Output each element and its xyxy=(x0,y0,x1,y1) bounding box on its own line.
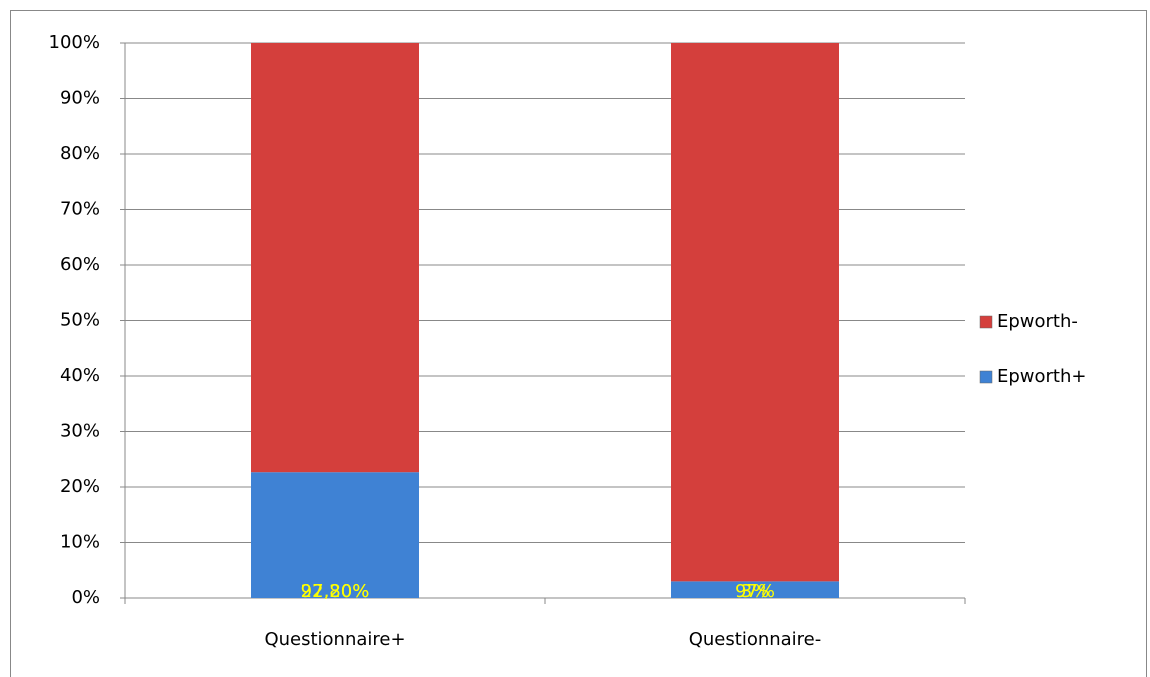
y-tick-label: 50% xyxy=(60,310,100,331)
bar-segment xyxy=(671,43,839,582)
x-tick-label: Questionnaire+ xyxy=(264,629,405,650)
legend-label: Epworth+ xyxy=(997,366,1086,387)
y-tick-label: 80% xyxy=(60,143,100,164)
y-tick-label: 30% xyxy=(60,421,100,442)
y-tick-label: 40% xyxy=(60,365,100,386)
y-tick-label: 0% xyxy=(71,587,100,608)
legend-label: Epworth- xyxy=(997,311,1078,332)
bar-segment xyxy=(251,472,419,598)
data-label: 3% xyxy=(741,581,770,602)
x-tick-label: Questionnaire- xyxy=(689,629,822,650)
bar-segment xyxy=(251,43,419,473)
data-label: 92,80% xyxy=(301,581,370,602)
y-tick-label: 90% xyxy=(60,88,100,109)
legend-swatch xyxy=(979,370,993,384)
y-tick-label: 60% xyxy=(60,254,100,275)
chart-frame xyxy=(10,10,1147,677)
legend-swatch xyxy=(979,315,993,329)
y-tick-label: 70% xyxy=(60,199,100,220)
bar-segment xyxy=(671,581,839,598)
y-tick-label: 100% xyxy=(49,32,100,53)
data-label: 27,20% xyxy=(301,581,370,602)
y-tick-label: 20% xyxy=(60,476,100,497)
y-tick-label: 10% xyxy=(60,532,100,553)
data-label: 97% xyxy=(735,581,775,602)
